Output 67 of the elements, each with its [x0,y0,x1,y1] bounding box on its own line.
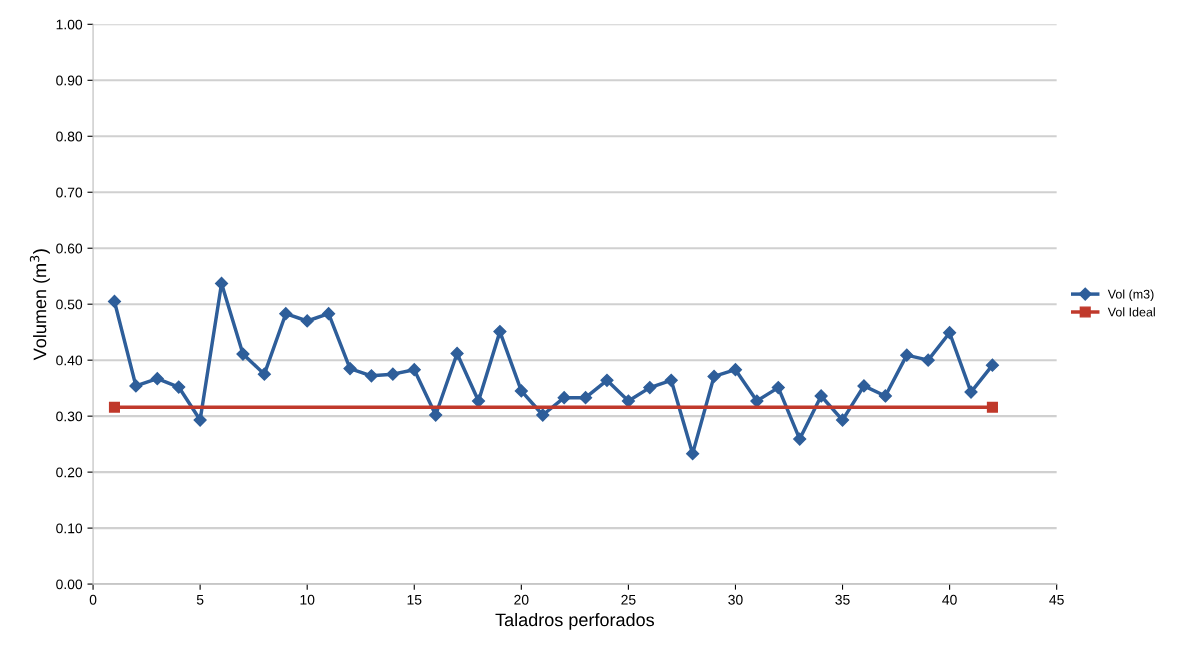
point [343,361,357,376]
point [964,385,978,399]
y-axis-title: Volumen (m$^{3}$) [29,249,50,361]
point [471,394,486,408]
point [300,314,314,328]
x-tick-label: 30 [728,594,743,605]
x-tick-label: 35 [835,594,850,605]
legend-label: Vol (m3) [1107,289,1154,302]
point [728,363,743,377]
point [279,307,293,321]
y-tick-label: 0.30 [56,411,83,422]
point [664,373,678,387]
y-tick-label: 0.10 [56,523,83,534]
x-tick-label: 0 [89,594,97,605]
x-tick-label: 15 [407,595,422,605]
point [407,363,421,377]
x-tick-label: 10 [300,594,315,605]
point [643,381,657,395]
point [943,326,957,340]
y-tick-label: 1.00 [56,19,83,30]
point [621,394,635,408]
y-tick-label: 0.70 [56,187,83,198]
point [986,401,998,413]
point [429,408,443,422]
point [493,325,507,339]
point [686,447,700,461]
y-tick-label: 0.80 [56,131,83,142]
point [257,367,271,381]
point [578,391,593,405]
point [108,401,121,413]
x-tick-label: 40 [942,594,957,605]
point [386,367,400,381]
point [793,432,807,446]
y-tick-label: 0.40 [56,355,83,366]
y-tick-label: 0.00 [56,579,83,590]
point [814,389,828,403]
point [878,389,892,403]
y-tick-label: 0.50 [56,299,83,310]
point [771,381,785,395]
point [835,413,850,427]
x-tick-label: 25 [621,594,636,605]
x-tick-label: 45 [1049,595,1064,605]
point [514,384,528,398]
point [322,307,336,321]
point [129,379,143,393]
point [450,346,464,361]
x-tick-label: 5 [196,595,204,605]
point [150,372,164,386]
y-tick-label: 0.90 [56,75,83,86]
point [236,347,250,361]
point [857,379,871,393]
point [557,391,571,405]
point [107,294,122,308]
point [364,369,379,383]
legend-label: Vol Ideal [1107,307,1155,317]
y-tick-label: 0.20 [56,467,83,478]
point [900,348,914,362]
point [707,369,721,383]
point [172,380,186,394]
y-tick-label: 0.60 [56,243,83,254]
point [985,358,1000,372]
point [600,373,614,387]
point [193,413,207,427]
point [536,408,550,422]
x-tick-label: 20 [514,594,529,605]
point [921,353,935,367]
x-axis-title: Taladros perforados [495,612,655,630]
